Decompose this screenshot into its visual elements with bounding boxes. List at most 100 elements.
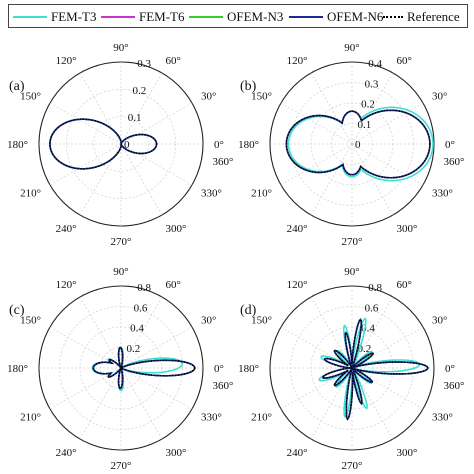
series-curve-fem-t3 xyxy=(287,106,434,182)
radial-tick-label: 0.1 xyxy=(358,119,372,131)
polar-grid-spoke xyxy=(310,143,353,216)
angle-tick-label: 270° xyxy=(342,460,363,472)
angle-tick-label: 150° xyxy=(20,91,41,103)
polar-grid-ring xyxy=(93,116,149,172)
angle-tick-label: 120° xyxy=(287,55,308,67)
polar-grid-spoke xyxy=(79,296,122,369)
polar-grid-spoke xyxy=(120,296,163,369)
radial-tick-label: 0.6 xyxy=(365,302,379,314)
legend-item-ofem-n6: OFEM-N6 xyxy=(289,6,383,28)
polar-grid-spoke xyxy=(120,72,163,145)
angle-tick-label: 0° xyxy=(214,363,224,375)
legend-item-fem-t6: FEM-T6 xyxy=(101,6,185,28)
series-curve-reference xyxy=(92,346,196,390)
angle-tick-label: 180° xyxy=(7,139,28,151)
radial-tick-label: 0.4 xyxy=(130,323,144,335)
panel-label: (c) xyxy=(9,303,25,318)
legend-label: FEM-T6 xyxy=(139,9,185,24)
series-curve-ofem-n6 xyxy=(49,118,158,170)
legend-swatch xyxy=(13,16,47,18)
radial-tick-label: 0 xyxy=(355,139,361,151)
legend-item-fem-t3: FEM-T3 xyxy=(13,6,97,28)
polar-grid-spoke xyxy=(79,367,122,440)
legend: FEM-T3 FEM-T6 OFEM-N3 OFEM-N6 Reference xyxy=(0,0,474,34)
polar-grid-spoke xyxy=(120,367,193,410)
angle-tick-label: 150° xyxy=(20,315,41,327)
angle-tick-label: 270° xyxy=(111,460,132,472)
panel-label: (b) xyxy=(240,79,257,94)
angle-tick-label: 30° xyxy=(201,315,216,327)
series-curve-reference xyxy=(285,109,431,179)
radial-tick-label: 0.4 xyxy=(368,58,382,70)
legend-label: FEM-T3 xyxy=(51,9,97,24)
angle-tick-label: 270° xyxy=(342,236,363,248)
angle-tick-label: 90° xyxy=(344,266,359,278)
polar-panel: 0.20.40.60.890°60°30°0°360°330°300°270°2… xyxy=(238,266,464,472)
angle-tick-label: 90° xyxy=(113,266,128,278)
angle-tick-label: 30° xyxy=(432,315,447,327)
angle-tick-label: 60° xyxy=(397,279,412,291)
panel-label: (a) xyxy=(9,79,25,94)
angle-tick-label: 60° xyxy=(166,279,181,291)
angle-tick-label: 120° xyxy=(56,55,77,67)
angle-tick-label: 240° xyxy=(287,447,308,459)
polar-grid-spoke xyxy=(120,143,193,186)
angle-tick-label: 0° xyxy=(214,139,224,151)
angle-tick-label: 120° xyxy=(56,279,77,291)
polar-grid-spoke xyxy=(351,102,424,145)
polar-grid-spoke xyxy=(120,143,163,216)
polar-panel: 0.1 0.2 0.3 0 90° 60° 30° 0° 360° 330° 300° 270° 240… xyxy=(7,42,233,248)
angle-tick-label: 150° xyxy=(251,91,272,103)
angle-tick-label: 60° xyxy=(397,55,412,67)
angle-tick-label: 360° xyxy=(213,156,234,168)
polar-grid-spoke xyxy=(79,72,122,145)
polar-grid-spoke xyxy=(351,143,394,216)
polar-panel: 0.20.40.60.890°60°30°0°360°330°300°270°2… xyxy=(7,266,233,472)
angle-tick-label: 300° xyxy=(166,447,187,459)
angle-tick-label: 270° xyxy=(111,236,132,248)
angle-tick-label: 210° xyxy=(20,188,41,200)
radial-tick-label: 0.3 xyxy=(365,78,379,90)
radial-tick-label: 0.2 xyxy=(127,343,141,355)
legend-label: OFEM-N3 xyxy=(227,9,284,24)
polar-grid-spoke xyxy=(280,102,353,145)
angle-tick-label: 90° xyxy=(344,42,359,54)
legend-label: Reference xyxy=(407,9,460,24)
polar-panel: 0.1 0.2 0.3 0.4 0 90° 60° 30° 0° 360° 330° 300° 270°… xyxy=(238,42,464,248)
angle-tick-label: 240° xyxy=(56,223,77,235)
radial-tick-label: 0.1 xyxy=(128,112,142,124)
radial-tick-label: 0.6 xyxy=(134,302,148,314)
panel-label: (d) xyxy=(240,303,257,318)
angle-tick-label: 30° xyxy=(432,91,447,103)
radial-tick-label: 0.2 xyxy=(361,99,375,111)
legend-swatch xyxy=(289,16,323,18)
polar-grid-spoke xyxy=(49,102,122,145)
angle-tick-label: 180° xyxy=(7,363,28,375)
angle-tick-label: 330° xyxy=(432,188,453,200)
radial-tick-label: 0.4 xyxy=(361,323,375,335)
polar-grid-spoke xyxy=(351,72,394,145)
angle-tick-label: 150° xyxy=(251,315,272,327)
angle-tick-label: 180° xyxy=(238,139,259,151)
angle-tick-label: 300° xyxy=(397,447,418,459)
polar-grid-spoke xyxy=(310,72,353,145)
angle-tick-label: 360° xyxy=(444,380,465,392)
angle-tick-label: 90° xyxy=(113,42,128,54)
angle-tick-label: 330° xyxy=(201,188,222,200)
radial-tick-label: 0 xyxy=(124,139,130,151)
angle-tick-label: 360° xyxy=(213,380,234,392)
polar-grid-spoke xyxy=(280,143,353,186)
angle-tick-label: 330° xyxy=(432,412,453,424)
angle-tick-label: 0° xyxy=(445,363,455,375)
angle-tick-label: 330° xyxy=(201,412,222,424)
polar-grid-spoke xyxy=(351,296,394,369)
polar-grid-spoke xyxy=(120,326,193,369)
polar-grid-spoke xyxy=(79,143,122,216)
legend-box: FEM-T3 FEM-T6 OFEM-N3 OFEM-N6 Reference xyxy=(8,4,468,28)
legend-item-ofem-n3: OFEM-N3 xyxy=(189,6,283,28)
angle-tick-label: 180° xyxy=(238,363,259,375)
polar-grid-ring xyxy=(65,88,177,200)
angle-tick-label: 210° xyxy=(20,412,41,424)
angle-tick-label: 240° xyxy=(56,447,77,459)
angle-tick-label: 210° xyxy=(251,412,272,424)
